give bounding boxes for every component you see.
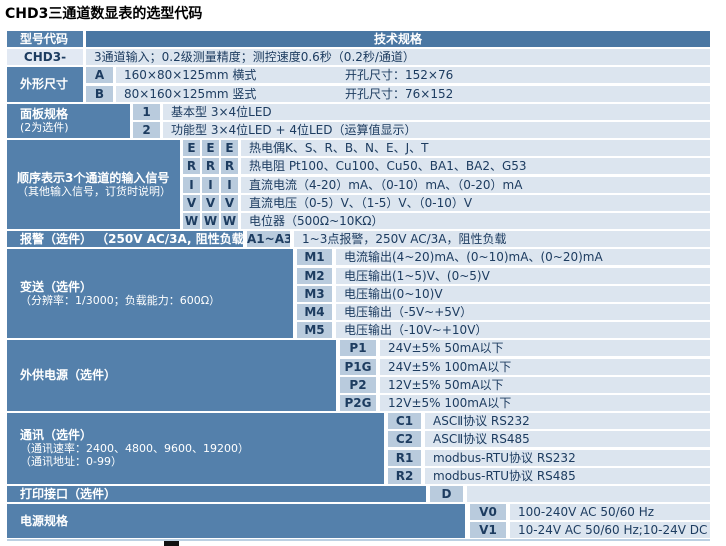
dimension-size-a: 160×80×125mm 横式 [124,68,257,82]
comm-desc-c2: ASCⅡ协议 RS485 [425,431,710,447]
input-code-w2: W [202,213,219,229]
page-title: CHD3三通道数显表的选型代码 [5,6,203,22]
input-code-w3: W [221,213,238,229]
comm-desc-r2: modbus-RTU协议 RS485 [425,468,710,484]
ext-power-desc-p1: 24V±5% 50mA以下 [380,340,710,356]
alarm-label: 报警（选件） （250V AC/3A, 阻性负载） [7,231,243,247]
panel-desc-2: 功能型 3×4位LED + 4位LED（运算值显示） [163,122,710,138]
ext-power-code-p1: P1 [340,340,376,356]
power-desc-v1: 10-24V AC 50/60 Hz;10-24V DC [510,522,710,538]
dimension-desc-b: 80×160×125mm 竖式 开孔尺寸：76×152 [116,86,710,102]
input-code-i3: I [221,177,238,193]
transmit-label: 变送（选件） （分辨率：1/3000；负载能力：600Ω） [7,249,293,338]
model-code-cell: CHD3- [7,49,83,65]
comm-label-line3: （通讯地址：0-99） [20,455,122,468]
input-code-v1: V [183,195,200,211]
ext-power-code-p2: P2 [340,377,376,393]
comm-code-r1: R1 [388,450,421,466]
transmit-code-m2: M2 [297,268,332,284]
panel-code-1: 1 [133,104,160,120]
panel-code-2: 2 [133,122,160,138]
print-port-label: 打印接口（选件） [7,486,426,502]
ext-power-code-p2g: P2G [340,395,376,411]
input-desc-potentiometer: 电位器（500Ω~10KΩ） [241,213,710,229]
comm-code-c1: C1 [388,413,421,429]
alarm-code: A1~A3 [247,231,290,247]
ext-power-label: 外供电源（选件） [7,340,336,411]
ext-power-label-text: 外供电源（选件） [20,368,117,382]
dimensions-label-text: 外形尺寸 [20,77,69,91]
input-code-r1: R [183,158,200,174]
transmit-code-m4: M4 [297,304,332,320]
transmit-code-m5: M5 [297,322,332,338]
input-code-i1: I [183,177,200,193]
input-code-r3: R [221,158,238,174]
input-code-e3: E [221,140,238,156]
comm-code-r2: R2 [388,468,421,484]
panel-label-text: 面板规格 [20,107,69,121]
comm-desc-c1: ASCⅡ协议 RS232 [425,413,710,429]
input-code-i2: I [202,177,219,193]
panel-desc-1: 基本型 3×4位LED [163,104,710,120]
input-desc-thermocouple: 热电偶K、S、R、B、N、E、J、T [241,140,710,156]
table-bottom-edge [7,539,710,541]
input-desc-dc-current: 直流电流（4-20）mA、（0-10）mA、（0-20）mA [241,177,710,193]
input-code-v2: V [202,195,219,211]
dimension-code-b: B [86,86,113,102]
comm-desc-r1: modbus-RTU协议 RS232 [425,450,710,466]
transmit-desc-m1: 电流输出(4~20)mA、(0~10)mA、(0~20)mA [336,249,710,265]
comm-label: 通讯（选件） （通讯速率：2400、4800、9600、19200） （通讯地址… [7,413,384,484]
inputs-label: 顺序表示3个通道的输入信号 （其他输入信号，订货时说明） [7,140,180,229]
ext-power-desc-p1g: 24V±5% 100mA以下 [380,359,710,375]
input-desc-dc-voltage: 直流电压（0-5）V、（1-5）V、（0-10）V [241,195,710,211]
dimension-desc-a: 160×80×125mm 横式 开孔尺寸：152×76 [116,67,710,83]
transmit-code-m3: M3 [297,286,332,302]
power-code-v1: V1 [470,522,506,538]
header-model-code: 型号代码 [7,31,83,47]
ext-power-desc-p2g: 12V±5% 100mA以下 [380,395,710,411]
print-port-code: D [430,486,463,502]
comm-code-c2: C2 [388,431,421,447]
power-code-v0: V0 [470,504,506,520]
power-spec-label: 电源规格 [7,504,465,538]
power-spec-label-text: 电源规格 [20,513,69,528]
ext-power-desc-p2: 12V±5% 50mA以下 [380,377,710,393]
dimension-code-a: A [86,67,113,83]
dimension-hole-a: 开孔尺寸：152×76 [345,68,454,82]
input-code-e2: E [202,140,219,156]
transmit-label-line2: （分辨率：1/3000；负载能力：600Ω） [20,293,221,307]
input-code-w1: W [183,213,200,229]
input-code-v3: V [221,195,238,211]
dimension-size-b: 80×160×125mm 竖式 [124,87,257,101]
input-code-e1: E [183,140,200,156]
power-desc-v0: 100-240V AC 50/60 Hz [510,504,710,520]
transmit-desc-m5: 电压输出（-10V~+10V） [336,322,710,338]
cropped-footer-mark [164,541,179,546]
comm-label-line1: 通讯（选件） [20,428,93,442]
inputs-label-line2: （其他输入信号，订货时说明） [17,184,171,198]
transmit-label-line1: 变送（选件） [20,279,93,294]
dimensions-label: 外形尺寸 [7,67,83,102]
transmit-desc-m2: 电压输出(1~5)V、(0~5)V [336,268,710,284]
print-port-desc [467,486,710,502]
transmit-desc-m4: 电压输出（-5V~+5V） [336,304,710,320]
panel-label-note: (2为选件) [20,121,69,134]
transmit-code-m1: M1 [297,249,332,265]
ext-power-code-p1g: P1G [340,359,376,375]
header-tech-spec: 技术规格 [86,31,710,47]
input-code-r2: R [202,158,219,174]
model-desc-cell: 3通道输入；0.2级测量精度；测控速度0.6秒（0.2秒/通道） [86,49,710,65]
comm-label-line2: （通讯速率：2400、4800、9600、19200） [20,442,249,455]
dimension-hole-b: 开孔尺寸：76×152 [345,87,454,101]
inputs-label-line1: 顺序表示3个通道的输入信号 [17,170,170,185]
alarm-desc: 1~3点报警，250V AC/3A，阻性负载 [294,231,710,247]
panel-label: 面板规格 (2为选件) [7,104,130,138]
input-desc-rtd: 热电阻 Pt100、Cu100、Cu50、BA1、BA2、G53 [241,158,710,174]
transmit-desc-m3: 电压输出(0~10)V [336,286,710,302]
